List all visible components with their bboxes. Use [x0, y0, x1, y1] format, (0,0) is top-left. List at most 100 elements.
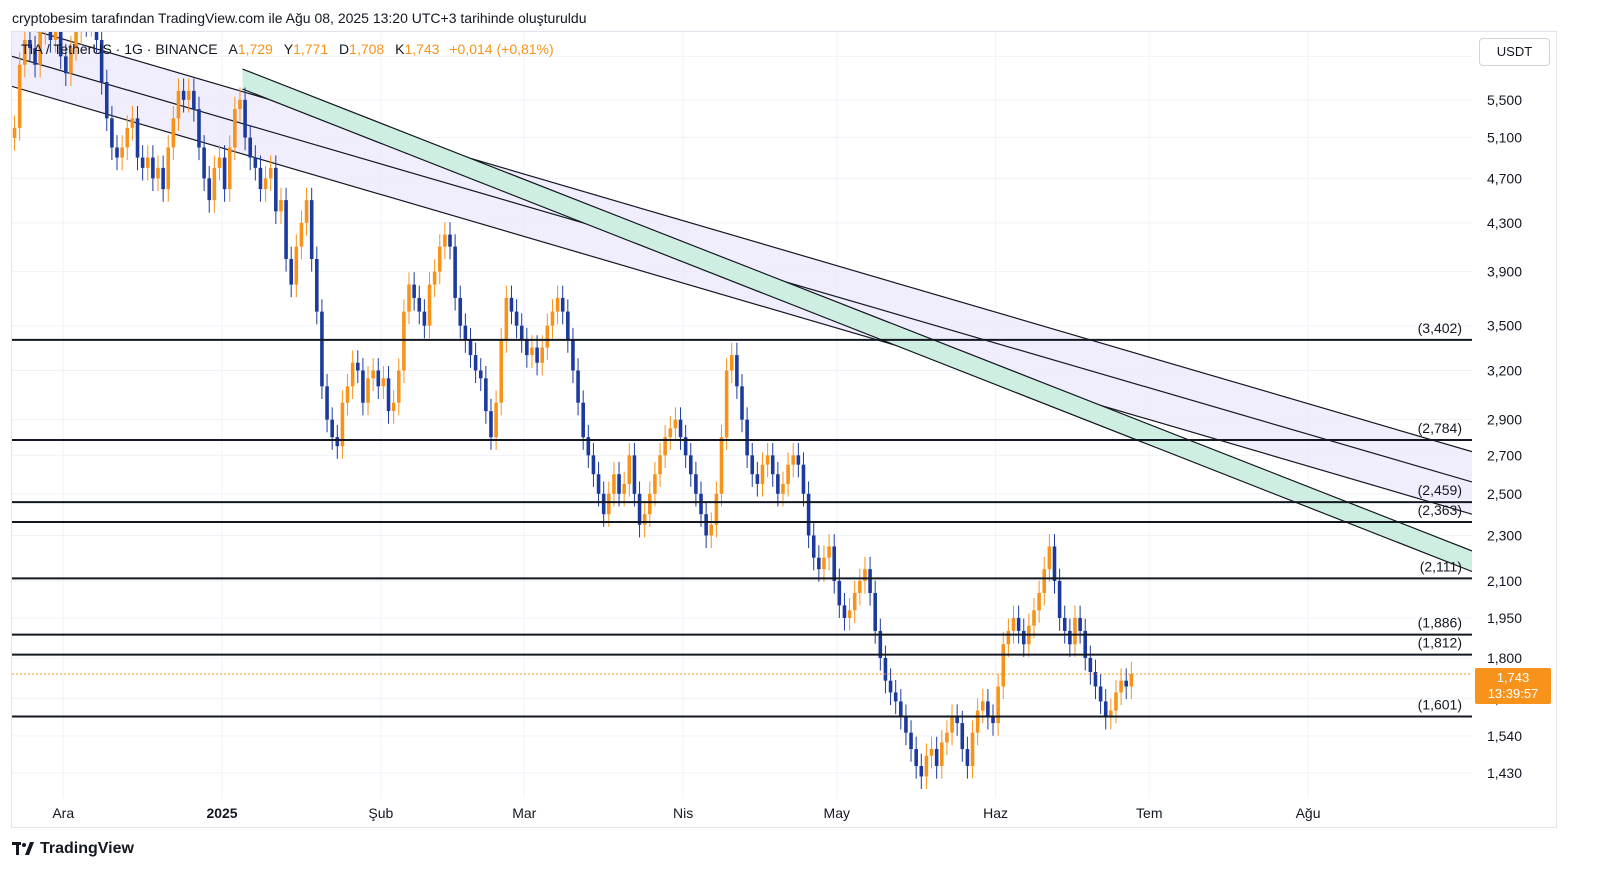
level-label: (1,601)	[1418, 696, 1462, 712]
candle-body	[924, 755, 929, 777]
candle-body	[274, 167, 278, 212]
x-tick-label: 2025	[206, 805, 237, 821]
candle-body	[555, 297, 560, 312]
candle-body	[801, 464, 806, 494]
candle-body	[33, 48, 37, 65]
tradingview-icon	[12, 842, 34, 855]
candle-body	[1016, 617, 1021, 631]
candle-body	[647, 493, 652, 515]
candle-body	[694, 474, 698, 494]
candle-body	[268, 167, 273, 179]
open-label: A	[228, 41, 238, 57]
candle-body	[893, 692, 898, 702]
y-tick-label: 4,300	[1487, 215, 1522, 231]
candle-body	[156, 167, 160, 179]
candle-body	[504, 297, 509, 341]
candle-body	[770, 455, 775, 475]
chart-frame[interactable]	[11, 31, 1557, 828]
candle-body	[781, 483, 785, 494]
level-label: (2,784)	[1418, 420, 1462, 436]
candle-body	[945, 732, 949, 743]
candle-body	[1001, 644, 1006, 687]
candle-body	[950, 716, 954, 733]
symbol-label[interactable]: TIA / TetherUS · 1G · BINANCE	[21, 41, 218, 57]
y-tick-label: 5,500	[1487, 92, 1522, 108]
candle-body	[832, 546, 837, 581]
candle-body	[1093, 672, 1098, 687]
candle-body	[724, 370, 729, 438]
candle-body	[386, 378, 391, 412]
trend-band-fill	[242, 69, 1472, 572]
candle-body	[1124, 680, 1129, 687]
candle-body	[571, 340, 575, 371]
candle-body	[601, 493, 606, 515]
candle-body	[355, 362, 360, 371]
candle-body	[407, 284, 411, 312]
candle-body	[53, 32, 58, 40]
y-tick-label: 1,430	[1487, 765, 1522, 781]
candle-body	[914, 749, 918, 766]
change-value: +0,014 (+0,81%)	[449, 41, 554, 57]
candle-body	[878, 630, 883, 658]
candle-body	[637, 493, 642, 525]
candle-body	[361, 370, 365, 403]
candle-body	[1119, 680, 1123, 693]
candle-body	[90, 9, 94, 24]
candle-body	[473, 355, 478, 371]
candle-body	[811, 535, 816, 558]
candle-body	[530, 347, 534, 356]
candle-body	[48, 32, 53, 40]
candle-body	[709, 524, 714, 536]
candle-body	[350, 362, 355, 387]
candle-body	[222, 157, 227, 190]
candle-body	[699, 493, 703, 515]
candle-body	[135, 118, 140, 158]
candle-body	[535, 347, 539, 363]
y-tick-label: 1,540	[1487, 728, 1522, 744]
candle-body	[489, 411, 493, 438]
candle-body	[28, 39, 32, 49]
candle-body	[412, 284, 416, 298]
candle-body	[786, 464, 790, 484]
candle-body	[617, 474, 621, 494]
candle-body	[478, 370, 483, 379]
x-tick-label: Haz	[983, 805, 1008, 821]
close-value: 1,743	[404, 41, 440, 57]
close-label: K	[395, 41, 405, 57]
candle-body	[44, 24, 48, 32]
candle-body	[888, 680, 893, 693]
bar-countdown: 13:39:57	[1487, 686, 1539, 701]
candle-body	[74, 32, 78, 49]
candle-body	[837, 580, 842, 606]
candle-body	[581, 402, 585, 438]
candle-body	[745, 419, 749, 456]
candle-body	[729, 355, 734, 371]
trend-band-line-upper	[242, 68, 1472, 552]
candle-body	[233, 109, 237, 148]
candle-body	[704, 514, 708, 536]
candle-body	[991, 716, 995, 724]
candle-body	[566, 311, 570, 341]
candle-body	[58, 32, 63, 57]
candle-body	[140, 157, 145, 168]
candle-body	[499, 340, 504, 403]
current-price-value: 1,743	[1496, 670, 1530, 685]
currency-selector[interactable]: USDT	[1479, 38, 1550, 66]
current-price-tag: 1,743 13:39:57	[1475, 668, 1551, 704]
candle-body	[494, 402, 498, 438]
candle-body	[883, 657, 888, 681]
brand-logo[interactable]: TradingView	[12, 840, 134, 858]
level-label: (1,886)	[1418, 615, 1462, 631]
candle-body	[315, 258, 319, 312]
candle-body	[852, 592, 857, 611]
candle-body	[284, 200, 288, 259]
open-value: 1,729	[237, 41, 273, 57]
candle-body	[740, 386, 744, 420]
level-label: (2,111)	[1420, 558, 1462, 574]
candle-body	[217, 157, 222, 168]
candle-body	[653, 474, 657, 494]
candle-body	[929, 749, 934, 756]
candle-body	[596, 474, 601, 494]
candle-body	[514, 311, 519, 326]
